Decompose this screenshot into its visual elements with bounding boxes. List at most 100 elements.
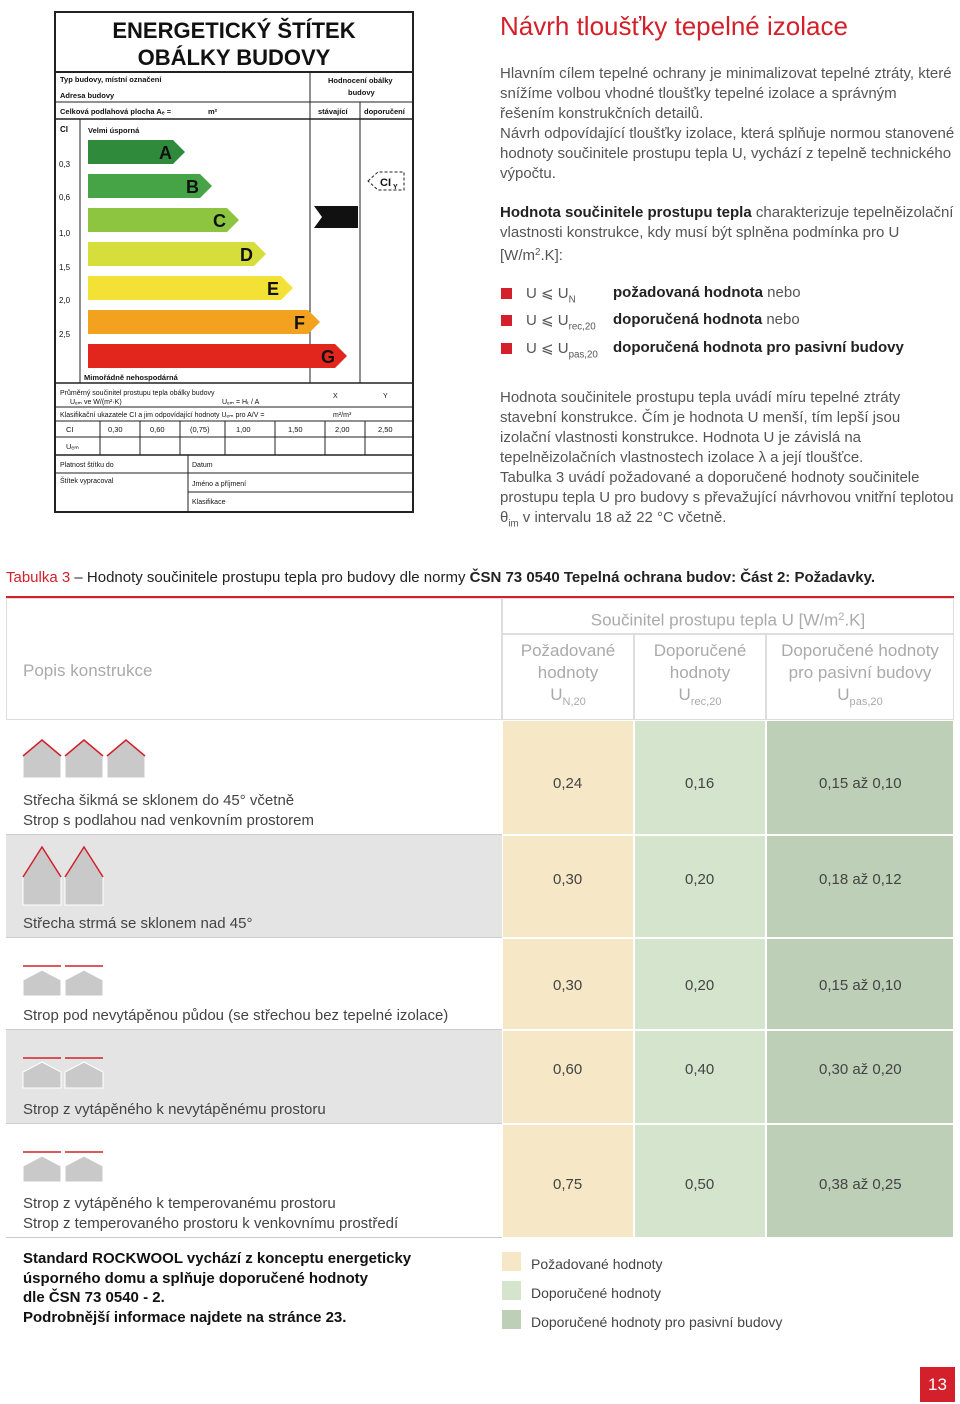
description-line: Strop s podlahou nad venkovním prostorem: [23, 812, 314, 829]
formula: U ⩽ UN: [526, 284, 576, 305]
note-line: úsporného domu a splňuje doporučené hodn…: [23, 1269, 368, 1287]
class-arrow: [88, 208, 239, 232]
value-cell: 0,20: [634, 938, 766, 1030]
ci-value: 0,60: [150, 425, 165, 434]
text-run: nebo: [762, 311, 800, 329]
description-line: Střecha strmá se sklonem nad 45°: [23, 915, 253, 932]
label-text: stávající: [318, 107, 349, 116]
text-run: N: [568, 294, 576, 306]
class-letter: C: [213, 211, 226, 231]
scale-label: 0,6: [59, 193, 71, 202]
legend-swatch: [502, 1310, 521, 1329]
class-arrow: [88, 276, 293, 300]
description-line: Střecha šikmá se sklonem do 45° včetně: [23, 792, 295, 809]
text-run: Součinitel prostupu tepla U [W/m: [590, 610, 839, 630]
label-text: CI: [60, 125, 68, 134]
value: 0,30: [553, 977, 583, 994]
text-run: – Hodnoty součinitele prostupu tepla pro…: [70, 569, 470, 586]
label-text: Datum: [192, 462, 213, 469]
table-caption: Tabulka 3 – Hodnoty součinitele prostupu…: [6, 569, 875, 586]
label-text: X: [333, 393, 338, 400]
value-cell: 0,24: [502, 720, 634, 835]
class-arrow: [88, 174, 212, 198]
label-text: m²: [208, 107, 218, 116]
bullet: [501, 342, 512, 354]
paragraph: Hodnota součinitele prostupu tepla uvádí…: [500, 388, 955, 468]
scale-label: 2,5: [59, 330, 71, 339]
label-text: Klasifikační ukazatele CI a jim odpovída…: [60, 412, 264, 419]
ci-value: 2,00: [335, 425, 350, 434]
note-line: Standard ROCKWOOL vychází z konceptu ene…: [23, 1250, 412, 1267]
header-sub: pas,20: [849, 695, 883, 708]
intro: Hlavním cílem tepelné ochrany je minimal…: [500, 64, 955, 184]
label-title: ENERGETICKÝ ŠTÍTEK: [112, 18, 355, 43]
text-run: U ⩽ U: [526, 312, 569, 330]
class-arrow: [88, 310, 320, 334]
description-line: Strop z temperovaného prostoru k venkovn…: [23, 1215, 399, 1232]
legend-label: Doporučené hodnoty pro pasivní budovy: [531, 1314, 783, 1330]
value: 0,16: [685, 775, 715, 792]
label-text: Hodnocení obálky: [328, 76, 393, 85]
header-line: pro pasivní budovy: [788, 663, 932, 682]
label-text: Klasifikace: [192, 499, 226, 506]
text-run: ČSN 73 0540 Tepelná ochrana budov: Část …: [469, 569, 876, 586]
label-text: Uₑₘ = Hₜ / A: [222, 399, 260, 406]
header-line: Požadované: [520, 641, 616, 660]
conditions: U ⩽ UN požadovaná hodnota nebo U ⩽ Urec,20…: [500, 284, 955, 367]
column-header: Doporučené hodnoty pro pasivní budovy Upas…: [766, 634, 954, 720]
text-run: charakterizuje tepelněizolační vlastnost…: [500, 204, 954, 264]
note-line: dle ČSN 73 0540 - 2.: [23, 1289, 165, 1306]
text-run: rec,20: [568, 321, 596, 333]
label-text: Y: [383, 393, 388, 400]
value-cell: 0,40: [634, 1030, 766, 1124]
header-line: Doporučené hodnoty: [781, 641, 939, 660]
table-top-rule: [6, 596, 954, 598]
value-cell: 0,60: [502, 1030, 634, 1124]
label-text: Velmi úsporná: [88, 126, 140, 135]
paragraph: Návrh odpovídající tloušťky izolace, kte…: [500, 124, 955, 184]
scale-label: 1,5: [59, 263, 71, 272]
description-cell: Střecha strmá se sklonem nad 45°: [6, 835, 502, 938]
value: 0,24: [553, 775, 583, 792]
scale-label: 2,0: [59, 296, 71, 305]
class-letter: B: [186, 177, 199, 197]
value-cell: 0,30 až 0,20: [766, 1030, 954, 1124]
class-letter: D: [240, 245, 253, 265]
text-run: 2: [535, 247, 541, 258]
class-arrow: [88, 344, 347, 368]
text-run: doporučená hodnota: [613, 311, 763, 329]
class-letter: A: [159, 143, 172, 163]
label-text: CI: [66, 425, 74, 434]
label-text: Mimořádně nehospodárná: [84, 373, 179, 382]
condition: U ⩽ Urec,20 doporučená hodnota nebo: [500, 311, 955, 339]
text-run: .K]: [844, 610, 866, 630]
description-cell: Strop pod nevytápěnou půdou (se střechou…: [6, 938, 502, 1030]
column-header: Požadované hodnoty UN,20: [502, 634, 634, 720]
page-number: 13: [920, 1367, 955, 1402]
text-run: U ⩽ U: [526, 339, 569, 357]
text-run: im: [508, 518, 519, 530]
text-run: Hlavním cílem tepelné ochrany je minimal…: [500, 65, 952, 122]
formula: U ⩽ Upas,20: [526, 339, 598, 360]
scale-label: 1,0: [59, 229, 71, 238]
header-line: hodnoty: [669, 663, 731, 682]
label-text: doporučení: [364, 107, 406, 116]
value: 0,38 až 0,25: [819, 1176, 902, 1193]
header-line: hodnoty: [537, 663, 599, 682]
text-run: požadovaná hodnota: [613, 283, 763, 301]
class-arrow: [88, 242, 266, 266]
ci-x-arrow: [314, 206, 358, 228]
value: 0,60: [553, 1061, 583, 1078]
legend-swatch: [502, 1252, 521, 1271]
header-line: Doporučené: [653, 641, 747, 660]
header-sub: rec,20: [690, 695, 722, 708]
ci-value: 0,30: [108, 425, 123, 434]
value: 0,15 až 0,10: [819, 775, 902, 792]
text-run: doporučená hodnota pro pasivní budovy: [613, 338, 904, 356]
text-run: .K]:: [540, 246, 563, 264]
label-text: Adresa budovy: [60, 91, 115, 100]
ci-y-arrow: [367, 171, 405, 191]
value: 0,15 až 0,10: [819, 977, 902, 994]
text-run: Hodnota součinitele prostupu tepla uvádí…: [500, 389, 901, 467]
